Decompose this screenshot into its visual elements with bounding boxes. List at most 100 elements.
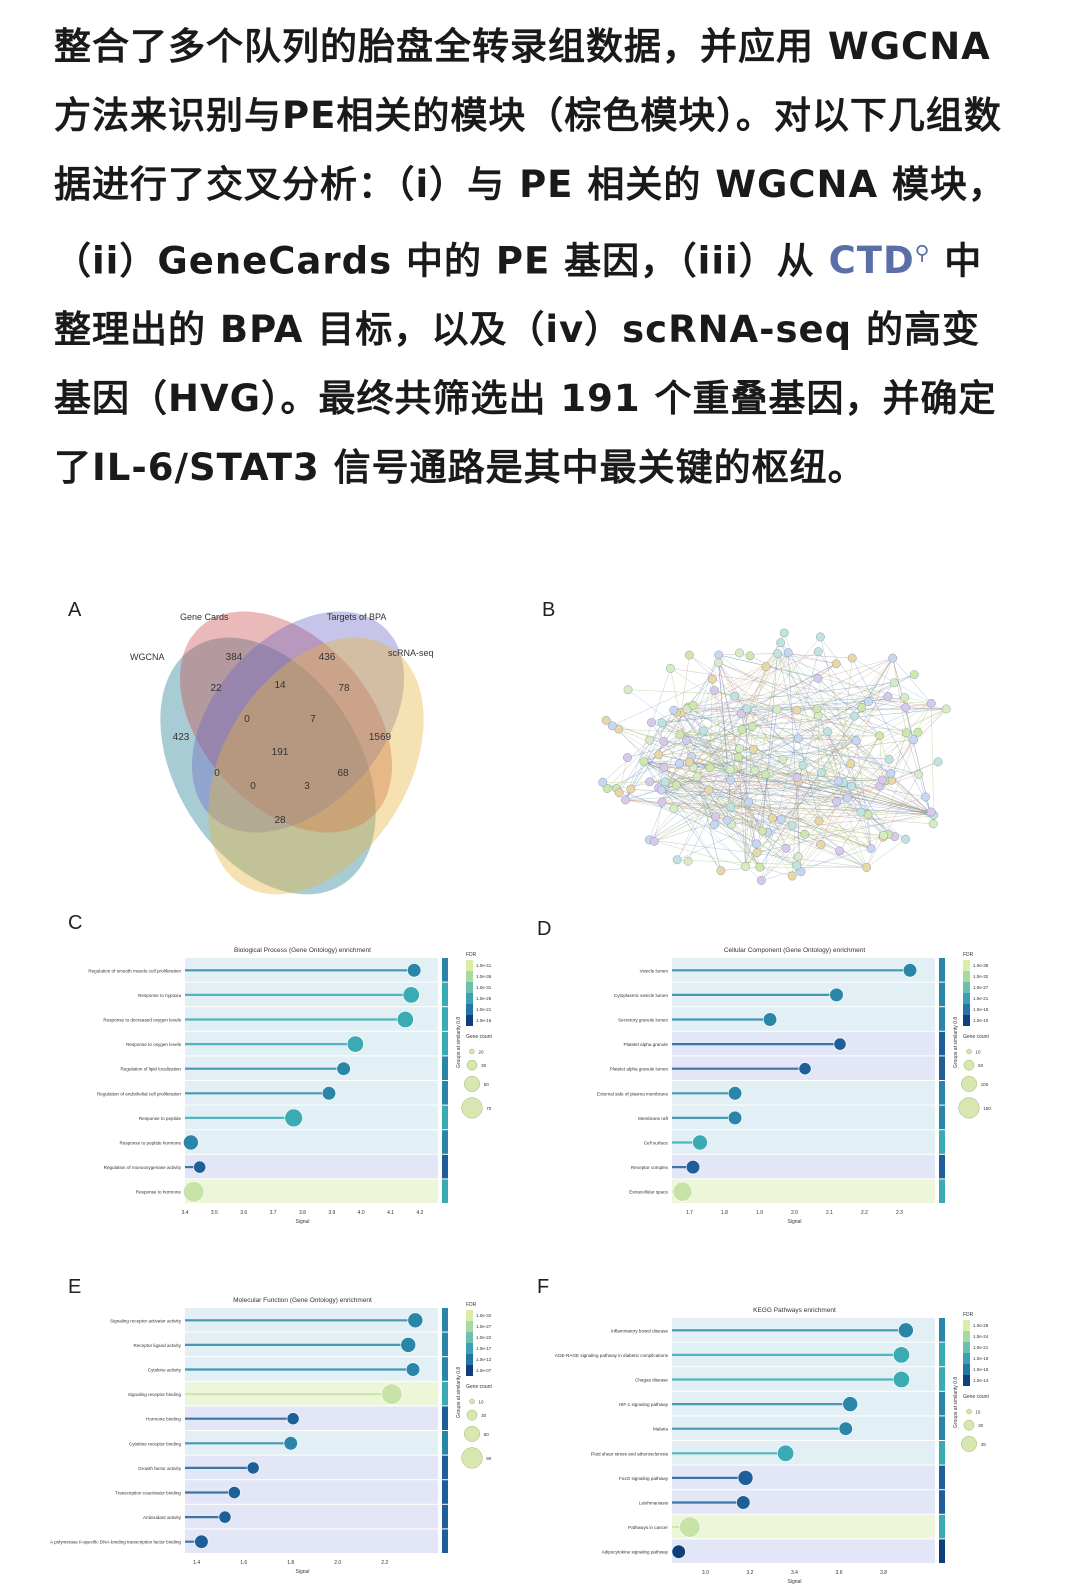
fdr-tick: 1.0e-15 — [973, 1007, 989, 1012]
group-strip — [442, 1406, 448, 1430]
network-edge — [718, 662, 880, 736]
group-strip — [442, 1357, 448, 1381]
term-label: Cell surface — [644, 1141, 669, 1146]
ctd-link[interactable]: CTD⚲ — [829, 239, 931, 282]
network-edge — [781, 763, 851, 820]
network-node — [832, 797, 841, 807]
lollipop-head — [183, 1181, 205, 1203]
network-edge — [866, 774, 919, 868]
x-tick-label: 1.6 — [240, 1560, 247, 1566]
network-edge — [821, 708, 947, 773]
fdr-colorbar — [466, 1332, 473, 1343]
venn-count: 0 — [244, 714, 250, 725]
network-edge — [689, 654, 931, 814]
x-tick-label: 2.1 — [826, 1210, 833, 1216]
ctd-link-text: CTD — [828, 239, 915, 283]
count-tick: 20 — [479, 1050, 485, 1055]
network-edge — [676, 712, 753, 727]
network-edge — [931, 703, 934, 816]
network-edge — [676, 769, 731, 860]
group-strip — [939, 1105, 945, 1130]
network-node — [647, 718, 656, 727]
network-node — [745, 651, 755, 661]
network-edge — [792, 835, 884, 877]
venn-label-genecards: Gene Cards — [180, 612, 229, 622]
lollipop-head — [679, 1516, 701, 1538]
group-strip — [939, 1130, 945, 1154]
network-edge — [791, 781, 799, 877]
group-strip — [442, 1381, 448, 1406]
count-tick: 50 — [484, 1082, 490, 1087]
network-node — [742, 704, 752, 714]
network-node — [747, 722, 757, 731]
fdr-tick: 1.0e-21 — [973, 996, 989, 1001]
group-strip — [442, 958, 448, 982]
network-edge — [867, 814, 872, 849]
panel-a: A WGCNA Gene Cards Targets of BPA scRNA-… — [68, 599, 434, 895]
network-node — [847, 653, 857, 663]
network-node — [787, 820, 797, 830]
panel-d: D Cellular Component (Gene Ontology) enr… — [537, 918, 991, 1225]
network-edge — [816, 708, 934, 816]
network-node — [889, 678, 899, 688]
network-node — [798, 760, 808, 770]
term-label: Hormone binding — [146, 1417, 181, 1422]
venn-count: 7 — [310, 714, 316, 725]
network-edge — [718, 662, 729, 768]
network-edge — [730, 708, 947, 808]
network-edge — [677, 859, 867, 868]
term-label: Extracellular space — [629, 1190, 668, 1195]
lollipop-head — [336, 1061, 351, 1076]
fdr-tick: 1.0e-22 — [476, 1335, 492, 1340]
network-node — [772, 705, 782, 714]
term-label: Receptor ligand activity — [134, 1343, 182, 1348]
network-edge — [687, 706, 918, 733]
x-axis-label: Signal — [296, 1219, 310, 1225]
term-label: Platelet alpha granule — [624, 1042, 669, 1047]
cc-enrichment-chart: Cellular Component (Gene Ontology) enric… — [597, 947, 991, 1225]
network-edge — [827, 731, 872, 849]
venn-label-bpa: Targets of BPA — [327, 612, 386, 622]
row-band — [672, 1130, 935, 1154]
group-strip — [442, 1007, 448, 1031]
network-edge — [679, 654, 719, 735]
fdr-tick: 1.0e-41 — [476, 963, 492, 968]
kegg-enrichment-chart: KEGG Pathways enrichment Inflammatory bow… — [555, 1307, 990, 1585]
network-edge — [658, 674, 915, 789]
network-node — [857, 703, 866, 712]
count-legend-circle — [958, 1097, 980, 1119]
x-tick-label: 2.3 — [896, 1210, 903, 1216]
term-label: Platelet alpha granule lumen — [610, 1067, 669, 1072]
network-node — [792, 705, 802, 715]
lollipop-head — [842, 1396, 858, 1412]
network-edge — [776, 709, 883, 781]
x-tick-label: 3.8 — [299, 1210, 306, 1216]
network-node — [726, 775, 736, 785]
network-node — [796, 867, 806, 877]
x-tick-label: 3.0 — [702, 1570, 709, 1576]
network-node — [793, 734, 803, 743]
term-label: HIF-1 signaling pathway — [619, 1402, 669, 1407]
network-node — [649, 836, 659, 846]
count-legend-circle — [466, 1409, 478, 1421]
term-label: Response to hormone — [136, 1190, 182, 1195]
row-band — [672, 1007, 935, 1031]
fdr-colorbar — [963, 1004, 970, 1015]
network-node — [657, 718, 667, 728]
network-edge — [761, 651, 819, 881]
network-node — [792, 861, 802, 870]
count-legend-circle — [461, 1097, 483, 1119]
fdr-tick: 1.0e-21 — [973, 1345, 989, 1350]
network-edge — [879, 703, 932, 736]
network-edge — [741, 653, 778, 730]
network-edge — [679, 763, 840, 852]
lollipop-head — [346, 1035, 364, 1053]
x-tick-label: 2.0 — [334, 1560, 341, 1566]
magnifier-icon: ⚲ — [914, 241, 931, 265]
term-label: Signaling receptor binding — [128, 1392, 182, 1397]
network-edge — [765, 774, 820, 822]
group-strip — [939, 1441, 945, 1465]
network-edge — [627, 689, 867, 868]
term-label: Pathways in cancer — [628, 1525, 668, 1530]
network-node — [878, 775, 887, 785]
